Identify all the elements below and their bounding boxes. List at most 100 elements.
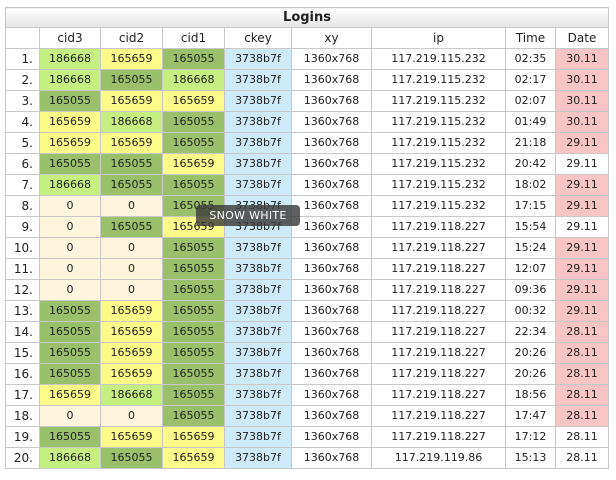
ckey-cell: 3738b7f — [224, 237, 292, 259]
cid3-cell: 165055 — [39, 342, 101, 364]
row-number: 15. — [5, 342, 40, 364]
time-cell: 02:17 — [505, 69, 556, 91]
date-cell: 29.11 — [554, 153, 610, 175]
cid3-header: cid3 — [39, 27, 101, 49]
xy-cell: 1360x768 — [291, 153, 372, 175]
table-row: 9. 0 165055 165659 3738b7f 1360x768 117.219.11… — [5, 216, 610, 238]
cid1-cell: 165055 — [162, 384, 225, 406]
ckey-cell: 3738b7f — [224, 48, 292, 70]
time-cell: 17:47 — [505, 405, 556, 427]
xy-cell: 1360x768 — [291, 90, 372, 112]
cid3-cell: 165659 — [39, 132, 101, 154]
cid2-cell: 165055 — [100, 174, 163, 196]
time-cell: 18:02 — [505, 174, 556, 196]
table-row: 20. 186668 165055 165659 3738b7f 1360x768 117.… — [5, 447, 610, 469]
cid2-cell: 165659 — [100, 48, 163, 70]
cid2-header: cid2 — [100, 27, 163, 49]
time-cell: 02:35 — [505, 48, 556, 70]
xy-cell: 1360x768 — [291, 69, 372, 91]
cid3-cell: 0 — [39, 279, 101, 301]
time-cell: 02:07 — [505, 90, 556, 112]
xy-cell: 1360x768 — [291, 216, 372, 238]
table-row: 13. 165055 165659 165055 3738b7f 1360x768 117.… — [5, 300, 610, 322]
ckey-cell: 3738b7f — [224, 447, 292, 469]
cid3-cell: 0 — [39, 405, 101, 427]
cid2-cell: 0 — [100, 195, 163, 217]
time-cell: 01:49 — [505, 111, 556, 133]
cid1-cell: 165659 — [162, 447, 225, 469]
ip-cell: 117.219.115.232 — [371, 48, 506, 70]
table-row: 18. 0 0 165055 3738b7f 1360x768 117.219.118.22… — [5, 405, 610, 427]
date-cell: 28.11 — [554, 447, 610, 469]
ip-cell: 117.219.115.232 — [371, 195, 506, 217]
cid3-cell: 165055 — [39, 426, 101, 448]
ip-cell: 117.219.115.232 — [371, 153, 506, 175]
xy-cell: 1360x768 — [291, 258, 372, 280]
cid2-cell: 165055 — [100, 69, 163, 91]
row-number: 13. — [5, 300, 40, 322]
time-cell: 22:34 — [505, 321, 556, 343]
cid2-cell: 165055 — [100, 447, 163, 469]
cid1-cell: 165055 — [162, 363, 225, 385]
cid2-cell: 186668 — [100, 384, 163, 406]
row-number: 8. — [5, 195, 40, 217]
date-cell: 28.11 — [554, 363, 610, 385]
ip-header: ip — [371, 27, 506, 49]
cid3-cell: 165659 — [39, 111, 101, 133]
ckey-cell: 3738b7f — [224, 279, 292, 301]
xy-cell: 1360x768 — [291, 111, 372, 133]
time-cell: 09:36 — [505, 279, 556, 301]
time-cell: 20:26 — [505, 363, 556, 385]
cid2-cell: 165659 — [100, 426, 163, 448]
xy-cell: 1360x768 — [291, 447, 372, 469]
ckey-cell: 3738b7f — [224, 153, 292, 175]
xy-cell: 1360x768 — [291, 405, 372, 427]
cid3-cell: 0 — [39, 237, 101, 259]
logins-table-container: Logins cid3 cid2 cid1 ckey xy ip Time Date 1. 18… — [4, 7, 610, 469]
row-number: 11. — [5, 258, 40, 280]
row-number: 17. — [5, 384, 40, 406]
cid1-cell: 186668 — [162, 69, 225, 91]
ckey-cell: 3738b7f — [224, 405, 292, 427]
ip-cell: 117.219.118.227 — [371, 279, 506, 301]
row-number: 6. — [5, 153, 40, 175]
date-cell: 29.11 — [554, 216, 610, 238]
xy-cell: 1360x768 — [291, 363, 372, 385]
row-number-header — [5, 27, 40, 49]
time-cell: 17:15 — [505, 195, 556, 217]
cid1-cell: 165659 — [162, 90, 225, 112]
row-number: 7. — [5, 174, 40, 196]
date-header: Date — [554, 27, 610, 49]
ckey-cell: 3738b7f — [224, 363, 292, 385]
cid3-cell: 165055 — [39, 363, 101, 385]
row-number: 16. — [5, 363, 40, 385]
ckey-cell: 3738b7f — [224, 90, 292, 112]
xy-cell: 1360x768 — [291, 300, 372, 322]
date-cell: 29.11 — [554, 174, 610, 196]
row-number: 2. — [5, 69, 40, 91]
xy-cell: 1360x768 — [291, 132, 372, 154]
xy-cell: 1360x768 — [291, 384, 372, 406]
cid3-cell: 0 — [39, 258, 101, 280]
xy-header: xy — [291, 27, 372, 49]
table-row: 7. 186668 165055 165055 3738b7f 1360x768 117.2… — [5, 174, 610, 196]
table-row: 1. 186668 165659 165055 3738b7f 1360x768 117.2… — [5, 48, 610, 70]
table-title: Logins — [4, 7, 610, 28]
date-cell: 28.11 — [554, 384, 610, 406]
row-number: 14. — [5, 321, 40, 343]
cid2-cell: 165055 — [100, 216, 163, 238]
table-row: 2. 186668 165055 186668 3738b7f 1360x768 117.2… — [5, 69, 610, 91]
date-cell: 28.11 — [554, 321, 610, 343]
time-cell: 20:26 — [505, 342, 556, 364]
cid1-cell: 165055 — [162, 237, 225, 259]
ckey-header: ckey — [224, 27, 292, 49]
row-number: 19. — [5, 426, 40, 448]
xy-cell: 1360x768 — [291, 174, 372, 196]
table-row: 19. 165055 165659 165659 3738b7f 1360x768 117.… — [5, 426, 610, 448]
cid1-header: cid1 — [162, 27, 225, 49]
date-cell: 30.11 — [554, 90, 610, 112]
cid2-cell: 0 — [100, 237, 163, 259]
date-cell: 28.11 — [554, 426, 610, 448]
ckey-cell: 3738b7f — [224, 174, 292, 196]
table-row: 14. 165055 165659 165055 3738b7f 1360x768 117.… — [5, 321, 610, 343]
